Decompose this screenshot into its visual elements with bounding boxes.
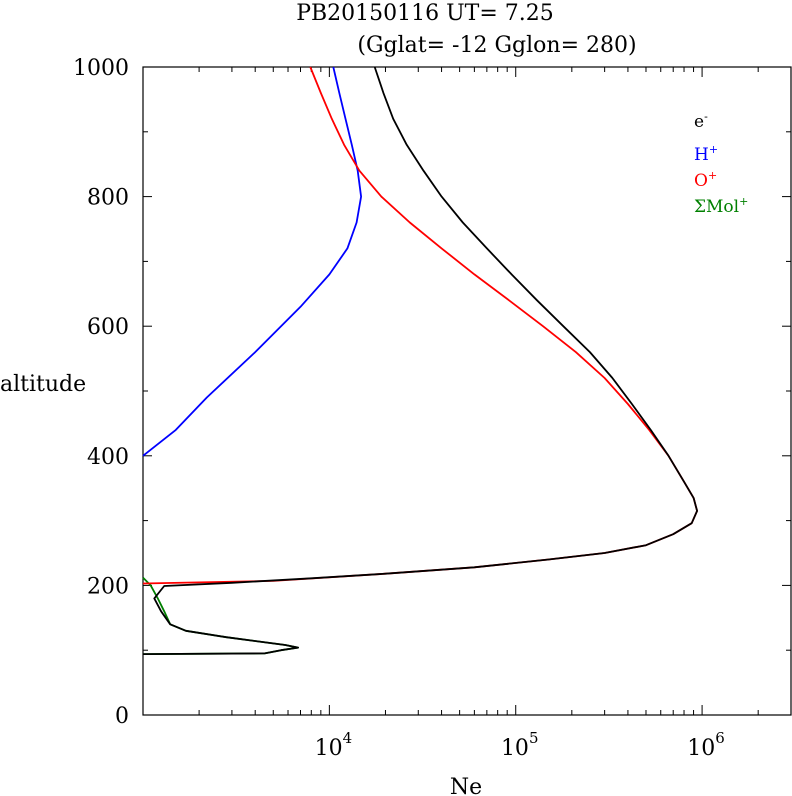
x-tick-label-base: 10 <box>687 736 715 761</box>
series-line-oxygen-ion <box>142 66 698 585</box>
series-line-electron <box>142 66 698 655</box>
y-tick-label: 800 <box>87 186 129 211</box>
x-tick-label: 105 <box>501 729 539 761</box>
x-tick-label-exponent: 4 <box>343 729 353 747</box>
series-line-molecular-ions <box>142 576 300 655</box>
legend-entry-molecular-ions: ΣMol+ <box>694 195 748 217</box>
legend-entry-electron: e- <box>694 110 708 132</box>
y-tick-label: 1000 <box>73 56 129 81</box>
chart-title-line2: (Gglat= -12 Gglon= 280) <box>357 33 636 58</box>
y-tick-label: 0 <box>115 704 129 729</box>
legend-entry-oxygen-ion: O+ <box>694 169 717 191</box>
y-axis-label: altitude <box>0 372 86 397</box>
chart-title-line1: PB20150116 UT= 7.25 <box>296 1 554 26</box>
legend: e- H+ O+ ΣMol+ <box>694 110 748 217</box>
y-tick-label: 400 <box>87 445 129 470</box>
x-tick-label-exponent: 5 <box>529 729 539 747</box>
x-tick-label: 106 <box>687 729 725 761</box>
y-axis-ticks: 0 200 400 600 800 1000 <box>73 56 791 729</box>
x-tick-label-exponent: 6 <box>715 729 725 747</box>
x-tick-label: 104 <box>315 729 353 761</box>
series-line-hydrogen-ion <box>142 66 363 457</box>
x-tick-label-base: 10 <box>315 736 343 761</box>
x-axis-label: Ne <box>450 775 482 796</box>
x-axis-ticks: 104 105 106 <box>198 67 759 761</box>
y-tick-label: 600 <box>87 315 129 340</box>
x-tick-label-base: 10 <box>501 736 529 761</box>
legend-entry-hydrogen-ion: H+ <box>694 143 718 165</box>
series-layer <box>142 66 698 655</box>
y-tick-label: 200 <box>87 574 129 599</box>
